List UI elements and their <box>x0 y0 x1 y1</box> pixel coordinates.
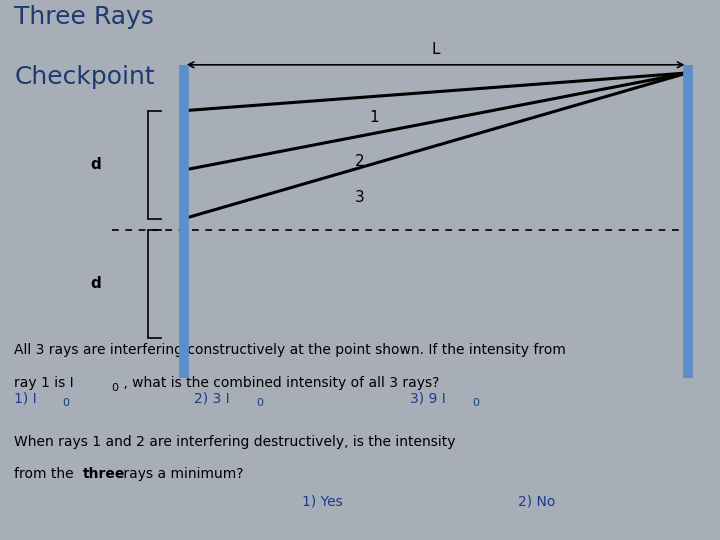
Text: 2: 2 <box>355 154 365 170</box>
Text: L: L <box>431 42 440 57</box>
Text: 0: 0 <box>472 398 480 408</box>
Text: 1) Yes: 1) Yes <box>302 494 343 508</box>
Text: , what is the combined intensity of all 3 rays?: , what is the combined intensity of all … <box>119 376 439 390</box>
Text: All 3 rays are interfering constructively at the point shown. If the intensity f: All 3 rays are interfering constructivel… <box>14 343 566 357</box>
Text: ray 1 is I: ray 1 is I <box>14 376 74 390</box>
Text: 1: 1 <box>369 110 379 125</box>
Text: Checkpoint: Checkpoint <box>14 65 155 89</box>
Text: 2) No: 2) No <box>518 494 556 508</box>
Text: 2) 3 I: 2) 3 I <box>194 392 230 406</box>
Text: 0: 0 <box>256 398 264 408</box>
Text: When rays 1 and 2 are interfering destructively, is the intensity: When rays 1 and 2 are interfering destru… <box>14 435 456 449</box>
Text: rays a minimum?: rays a minimum? <box>119 467 243 481</box>
Text: from the: from the <box>14 467 78 481</box>
Text: d: d <box>90 276 101 291</box>
Text: 0: 0 <box>112 383 119 393</box>
Text: 3: 3 <box>355 190 365 205</box>
Text: 1) I: 1) I <box>14 392 37 406</box>
Text: three: three <box>83 467 125 481</box>
Text: d: d <box>90 157 101 172</box>
Text: 0: 0 <box>63 398 70 408</box>
Text: 3) 9 I: 3) 9 I <box>410 392 446 406</box>
Text: Three Rays: Three Rays <box>14 5 154 29</box>
